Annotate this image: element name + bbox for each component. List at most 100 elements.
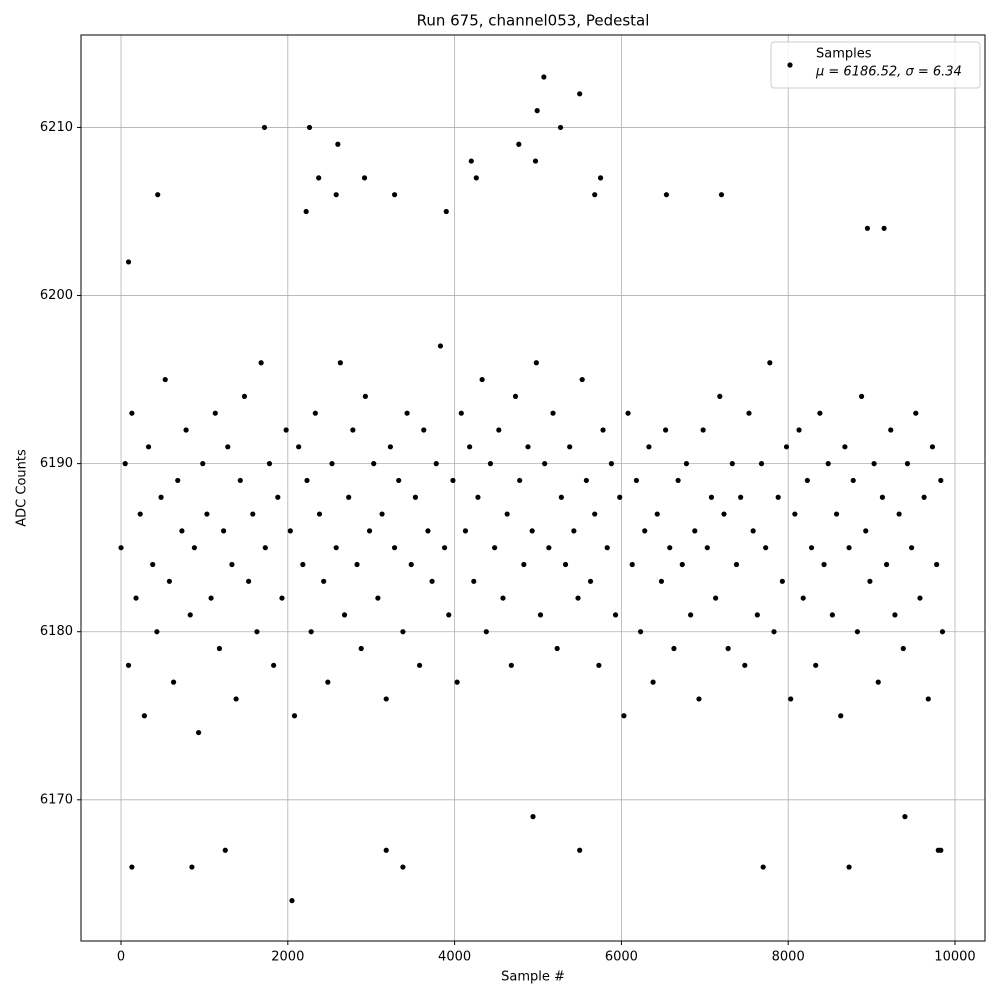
point: [492, 545, 498, 551]
point: [550, 410, 556, 416]
point: [637, 629, 644, 635]
point: [692, 528, 698, 534]
point: [679, 561, 685, 568]
point: [329, 461, 335, 467]
point: [229, 561, 235, 568]
point: [909, 545, 915, 551]
point: [792, 511, 798, 517]
point: [391, 545, 398, 551]
point: [858, 393, 865, 399]
y-tick-label: 6200: [40, 288, 73, 303]
point: [577, 91, 583, 97]
point: [189, 864, 195, 870]
point: [875, 679, 881, 685]
point: [183, 427, 189, 433]
point: [387, 444, 393, 450]
point: [162, 376, 168, 383]
point: [442, 545, 448, 551]
point: [900, 645, 906, 652]
point: [577, 847, 583, 853]
point: [200, 461, 206, 467]
point: [758, 461, 765, 467]
point: [850, 477, 856, 484]
point: [879, 494, 886, 500]
point: [525, 444, 531, 450]
x-tick-label: 2000: [271, 950, 304, 965]
point: [554, 645, 560, 652]
point: [306, 124, 313, 131]
point: [939, 629, 946, 635]
point: [788, 696, 794, 702]
point: [258, 360, 264, 366]
point: [646, 444, 652, 450]
point: [650, 679, 656, 685]
point: [558, 494, 564, 500]
point: [335, 141, 341, 147]
point: [421, 427, 427, 433]
point: [137, 511, 143, 517]
point: [312, 410, 318, 416]
point: [504, 511, 510, 517]
y-tick-label: 6180: [40, 624, 73, 639]
x-tick-label: 6000: [605, 950, 638, 965]
point: [817, 410, 823, 416]
point: [825, 461, 831, 467]
point: [261, 124, 268, 131]
point: [534, 108, 540, 114]
point: [567, 444, 573, 450]
point: [938, 477, 944, 484]
point: [881, 225, 887, 231]
point: [362, 393, 368, 399]
point: [262, 545, 268, 551]
point: [904, 461, 911, 467]
point: [300, 561, 306, 568]
point: [863, 528, 869, 534]
point: [187, 612, 193, 618]
point: [158, 494, 164, 500]
point: [854, 629, 861, 635]
point: [354, 561, 360, 568]
point: [718, 192, 725, 198]
point: [529, 528, 535, 534]
point: [742, 662, 748, 668]
point: [371, 461, 377, 467]
x-tick-label: 4000: [438, 950, 471, 965]
point: [150, 561, 156, 568]
chart-title: Run 675, channel053, Pedestal: [417, 12, 650, 30]
point: [166, 578, 172, 584]
point: [846, 545, 852, 551]
point: [416, 662, 423, 668]
point: [746, 410, 752, 416]
point: [521, 561, 527, 568]
point: [250, 511, 256, 517]
point: [500, 595, 506, 601]
point: [771, 629, 777, 635]
legend-note: μ = 6186.52, σ = 6.34: [815, 65, 962, 80]
point: [175, 477, 181, 484]
point: [688, 612, 694, 618]
point: [592, 511, 598, 517]
point: [141, 713, 147, 719]
point: [713, 595, 719, 601]
point: [813, 662, 819, 668]
point: [437, 343, 444, 349]
point: [316, 175, 322, 181]
point: [325, 679, 331, 685]
legend-label: Samples: [816, 47, 872, 62]
point: [846, 864, 852, 870]
point: [212, 410, 218, 416]
point: [462, 528, 469, 534]
point: [118, 545, 124, 551]
point: [804, 477, 810, 484]
point: [617, 494, 623, 500]
point: [541, 74, 547, 80]
point: [608, 461, 614, 467]
point: [222, 847, 228, 853]
point: [225, 444, 231, 450]
point: [871, 461, 877, 467]
point: [929, 444, 936, 450]
point: [443, 208, 449, 215]
x-tick-label: 8000: [772, 950, 805, 965]
point: [429, 578, 435, 584]
